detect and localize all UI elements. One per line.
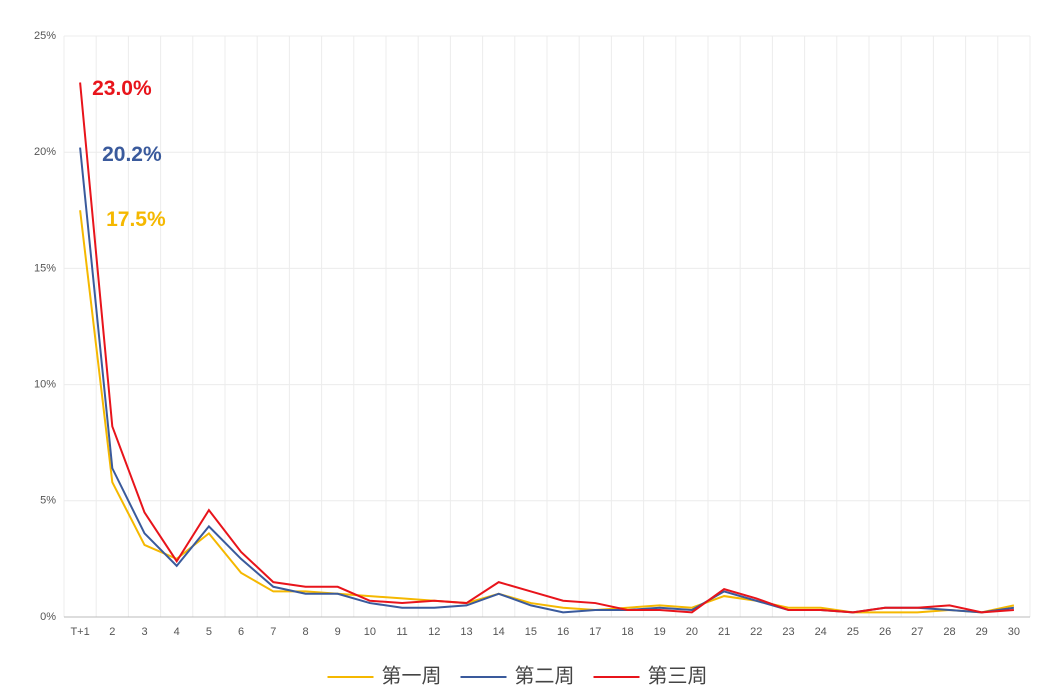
- y-tick-label: 0%: [40, 611, 56, 623]
- x-tick-label: 27: [911, 626, 923, 638]
- x-tick-label: 21: [718, 626, 730, 638]
- x-tick-label: T+1: [70, 626, 89, 638]
- x-tick-label: 7: [270, 626, 276, 638]
- x-tick-label: 17: [589, 626, 601, 638]
- x-tick-label: 22: [750, 626, 762, 638]
- x-tick-label: 30: [1008, 626, 1020, 638]
- x-tick-label: 9: [335, 626, 341, 638]
- y-tick-label: 25%: [34, 30, 56, 42]
- x-tick-label: 23: [782, 626, 794, 638]
- x-tick-label: 15: [525, 626, 537, 638]
- value-label: 17.5%: [106, 208, 166, 231]
- x-tick-label: 20: [686, 626, 698, 638]
- x-tick-label: 2: [109, 626, 115, 638]
- y-tick-label: 20%: [34, 146, 56, 158]
- x-tick-label: 18: [621, 626, 633, 638]
- x-tick-label: 28: [943, 626, 955, 638]
- x-tick-label: 14: [493, 626, 505, 638]
- legend-label: 第一周: [382, 664, 442, 687]
- x-tick-label: 26: [879, 626, 891, 638]
- legend-label: 第二周: [515, 664, 575, 687]
- series-line: [79, 82, 1014, 614]
- x-tick-label: 8: [302, 626, 308, 638]
- y-tick-label: 15%: [34, 262, 56, 274]
- x-tick-label: 16: [557, 626, 569, 638]
- y-tick-label: 5%: [40, 495, 56, 507]
- x-tick-label: 13: [460, 626, 472, 638]
- x-tick-label: 19: [654, 626, 666, 638]
- x-tick-label: 3: [141, 626, 147, 638]
- x-tick-label: 6: [238, 626, 244, 638]
- x-tick-label: 24: [815, 626, 827, 638]
- y-tick-label: 10%: [34, 379, 56, 391]
- x-tick-label: 25: [847, 626, 859, 638]
- x-tick-label: 29: [976, 626, 988, 638]
- value-label: 23.0%: [92, 77, 152, 100]
- x-tick-label: 12: [428, 626, 440, 638]
- x-tick-label: 10: [364, 626, 376, 638]
- x-tick-label: 4: [174, 626, 180, 638]
- legend-label: 第三周: [648, 664, 708, 687]
- x-tick-label: 11: [396, 626, 407, 638]
- value-label: 20.2%: [102, 143, 162, 166]
- x-tick-label: 5: [206, 626, 212, 638]
